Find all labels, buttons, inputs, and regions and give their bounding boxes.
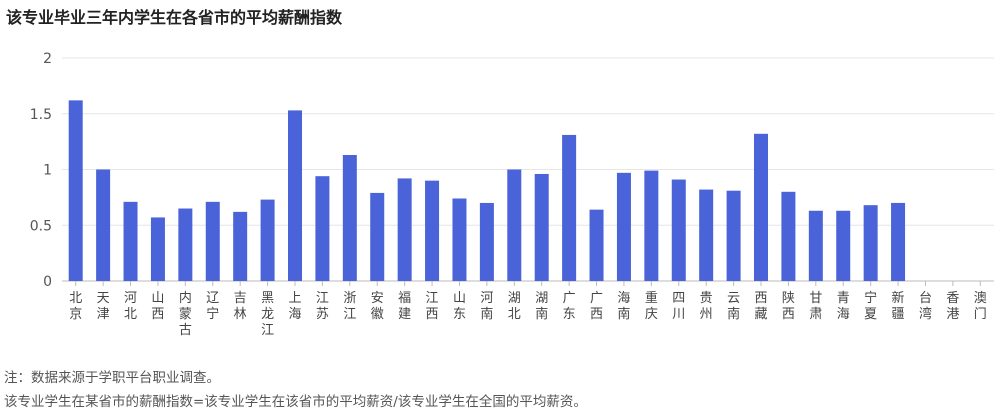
bar (342, 155, 357, 281)
bar (452, 198, 467, 281)
bar (726, 190, 741, 281)
y-axis: 0 0.5 1 1.5 2 (30, 51, 52, 290)
x-tick-label: 北京 (69, 291, 82, 322)
x-tick-label: 贵州 (700, 291, 713, 322)
bar (808, 210, 823, 281)
x-tick-label: 重庆 (645, 290, 658, 322)
x-tick-label: 广东 (563, 291, 576, 322)
x-tick-label: 山东 (453, 291, 466, 322)
bar (68, 100, 83, 282)
bar (891, 202, 906, 281)
bar (671, 179, 686, 281)
x-tick-label: 河北 (124, 291, 137, 322)
x-tick-label: 宁夏 (864, 290, 877, 322)
bar (315, 176, 330, 281)
bar (288, 110, 302, 281)
y-tick-label: 1.5 (30, 107, 52, 123)
bar (123, 201, 138, 281)
x-tick-label: 福建 (398, 291, 411, 322)
x-tick-label: 西藏 (754, 291, 767, 322)
x-tick-label: 青海 (837, 291, 850, 322)
x-tick-label: 湖北 (508, 291, 521, 322)
x-tick-label: 安徽 (371, 291, 384, 322)
x-tick-label: 澳门 (974, 290, 987, 322)
x-tick-label: 内蒙古 (179, 290, 192, 338)
chart-title: 该专业毕业三年内学生在各省市的平均薪酬指数 (6, 8, 343, 27)
y-tick-label: 0.5 (30, 218, 52, 234)
bar (562, 134, 577, 281)
x-tick-label: 云南 (727, 291, 740, 322)
bar (699, 189, 714, 281)
x-tick-label: 湖南 (535, 291, 548, 322)
bar (781, 191, 796, 281)
x-tick-label: 广西 (590, 291, 603, 322)
y-tick-label: 2 (43, 51, 52, 67)
x-tick-label: 甘肃 (809, 291, 822, 322)
x-tick-label: 天津 (97, 291, 110, 322)
x-tick-label: 江苏 (316, 291, 329, 322)
bar (754, 133, 768, 281)
bar (260, 199, 275, 281)
x-tick-label: 浙江 (343, 291, 356, 322)
bar (96, 169, 111, 281)
y-tick-label: 1 (43, 163, 52, 179)
bar (479, 202, 494, 281)
x-tick-label: 山西 (151, 291, 164, 322)
x-tick-label: 辽宁 (206, 291, 219, 322)
bar (397, 178, 412, 281)
bar (370, 192, 385, 281)
x-tick-label: 黑龙江 (261, 291, 274, 338)
bar (863, 205, 878, 281)
bars (68, 100, 906, 282)
x-tick-label: 陕西 (782, 291, 795, 322)
x-tick-label: 四川 (672, 291, 685, 322)
bar (205, 201, 220, 281)
x-tick-label: 河南 (480, 291, 493, 322)
bar (589, 209, 604, 281)
bar (425, 180, 440, 281)
bar (178, 208, 193, 281)
x-tick-label: 新疆 (892, 290, 905, 322)
x-tick-label: 海南 (617, 291, 630, 322)
bar (150, 217, 165, 281)
bar (616, 172, 631, 281)
bar (644, 170, 659, 281)
definition-note: 该专业学生在某省市的薪酬指数=该专业学生在该省市的平均薪资/该专业学生在全国的平… (4, 394, 587, 410)
bar (507, 169, 522, 281)
x-tick-label: 台湾 (919, 291, 932, 322)
bar (836, 210, 851, 281)
y-tick-label: 0 (43, 274, 52, 290)
bar (534, 173, 549, 281)
bar (233, 211, 248, 281)
x-tick-label: 江西 (426, 291, 439, 322)
grid-lines (62, 57, 994, 282)
source-note: 注：数据来源于学职平台职业调查。 (4, 370, 220, 386)
x-tick-label: 吉林 (234, 291, 247, 322)
x-tick-label: 香港 (946, 291, 959, 322)
x-tick-label: 上海 (288, 291, 301, 322)
